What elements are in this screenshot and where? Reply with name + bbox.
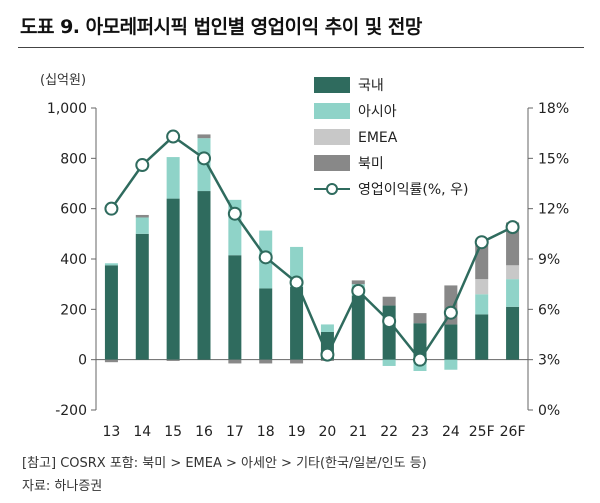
y-tick-label: 0 [78,353,87,369]
x-tick-label: 14 [133,424,151,440]
stacked-bar-line-chart: (십억원) -200 0 200 400 600 800 1,000 0% 3% 6% 9% 12% 15… [40,73,569,440]
x-tick-label: 22 [380,424,398,440]
y-tick-label: 200 [60,302,87,318]
x-tick-label: 17 [226,424,244,440]
bar-north-america [197,134,211,139]
legend-asia-label: 아시아 [358,104,397,120]
legend-margin-label: 영업이익률(%, 우) [358,182,468,198]
bar-domestic [413,323,427,360]
bar-north-america [413,313,427,324]
legend-north-america-label: 북미 [358,156,384,172]
bar-domestic [382,305,396,360]
margin-line [104,129,520,367]
x-tick-label: 15 [164,424,182,440]
x-tick-label: 24 [442,424,460,440]
bar-north-america [166,359,180,361]
margin-line-point [227,206,242,221]
bar-north-america [135,214,149,218]
y-tick-label: 400 [60,252,87,268]
bar-north-america [228,359,242,364]
y-tick-label: 1,000 [47,101,87,117]
margin-line-point [104,201,119,216]
margin-line-point [474,235,489,250]
x-tick-label: 19 [288,424,306,440]
x-tick-label: 18 [257,424,275,440]
margin-line-point [351,283,366,298]
bar-asia [135,217,149,234]
margin-line-point [135,158,150,173]
bar-asia [104,263,118,266]
margin-line-point [413,352,427,367]
margin-line-point [443,305,458,320]
margin-line-point [505,220,520,235]
bar-domestic [166,198,180,360]
bar-north-america [259,359,273,364]
bar-emea [506,265,520,280]
y-tick-label: 800 [60,151,87,167]
bar-domestic [135,233,149,360]
legend-margin-marker [326,183,338,195]
bars [104,134,520,371]
bar-emea [475,279,489,295]
margin-line-point [258,250,273,265]
y2-tick-label: 0% [538,403,560,419]
y2-tick-label: 18% [538,101,569,117]
bar-domestic [197,191,211,360]
legend-domestic-swatch [314,77,350,93]
x-tick-label: 20 [319,424,337,440]
legend-emea-label: EMEA [358,130,398,146]
x-tick-label: 21 [349,424,367,440]
bar-domestic [228,255,242,360]
y2-tick-label: 15% [538,151,569,167]
bar-domestic [475,314,489,360]
margin-line-point [289,275,304,290]
bar-asia [506,279,520,307]
bar-domestic [259,288,273,360]
margin-line-point [197,151,211,166]
x-tick-label: 26F [500,424,526,440]
legend-north-america-swatch [314,155,350,171]
bar-asia [475,294,489,315]
bar-north-america [351,280,365,285]
axes: (십억원) -200 0 200 400 600 800 1,000 0% 3% 6% 9% 12% 15… [40,73,569,440]
y-unit-label: (십억원) [40,73,86,88]
title-divider [18,47,584,48]
x-tick-label: 13 [103,424,121,440]
source-note: 자료: 하나증권 [22,479,103,494]
bar-north-america [290,359,304,364]
bar-domestic [444,324,458,360]
bar-asia [444,359,458,370]
bar-north-america [475,245,489,280]
chart-title: 도표 9. 아모레퍼시픽 법인별 영업이익 추이 및 전망 [20,16,422,38]
legend-domestic-label: 국내 [358,78,384,94]
y2-tick-label: 3% [538,353,560,369]
legend-emea-swatch [314,129,350,145]
bar-asia [382,359,396,366]
y2-tick-label: 9% [538,252,560,268]
x-tick-label: 23 [411,424,429,440]
footnote: [참고] COSRX 포함: 북미 > EMEA > 아세안 > 기타(한국/일… [22,456,427,471]
margin-line-point [320,347,335,362]
margin-line-point [382,314,397,329]
bar-domestic [104,265,118,360]
bar-north-america [104,359,118,363]
bar-domestic [351,295,365,360]
bar-domestic [290,286,304,360]
margin-line-point [166,129,181,144]
bar-asia [166,157,180,199]
y2-tick-label: 6% [538,302,560,318]
bar-asia [320,324,334,332]
y-tick-label: 600 [60,202,87,218]
bar-domestic [506,306,520,360]
bar-north-america [382,296,396,306]
y-tick-label: -200 [55,403,87,419]
y2-tick-label: 12% [538,202,569,218]
legend-asia-swatch [314,103,350,119]
x-tick-label: 25F [469,424,495,440]
x-tick-label: 16 [195,424,213,440]
